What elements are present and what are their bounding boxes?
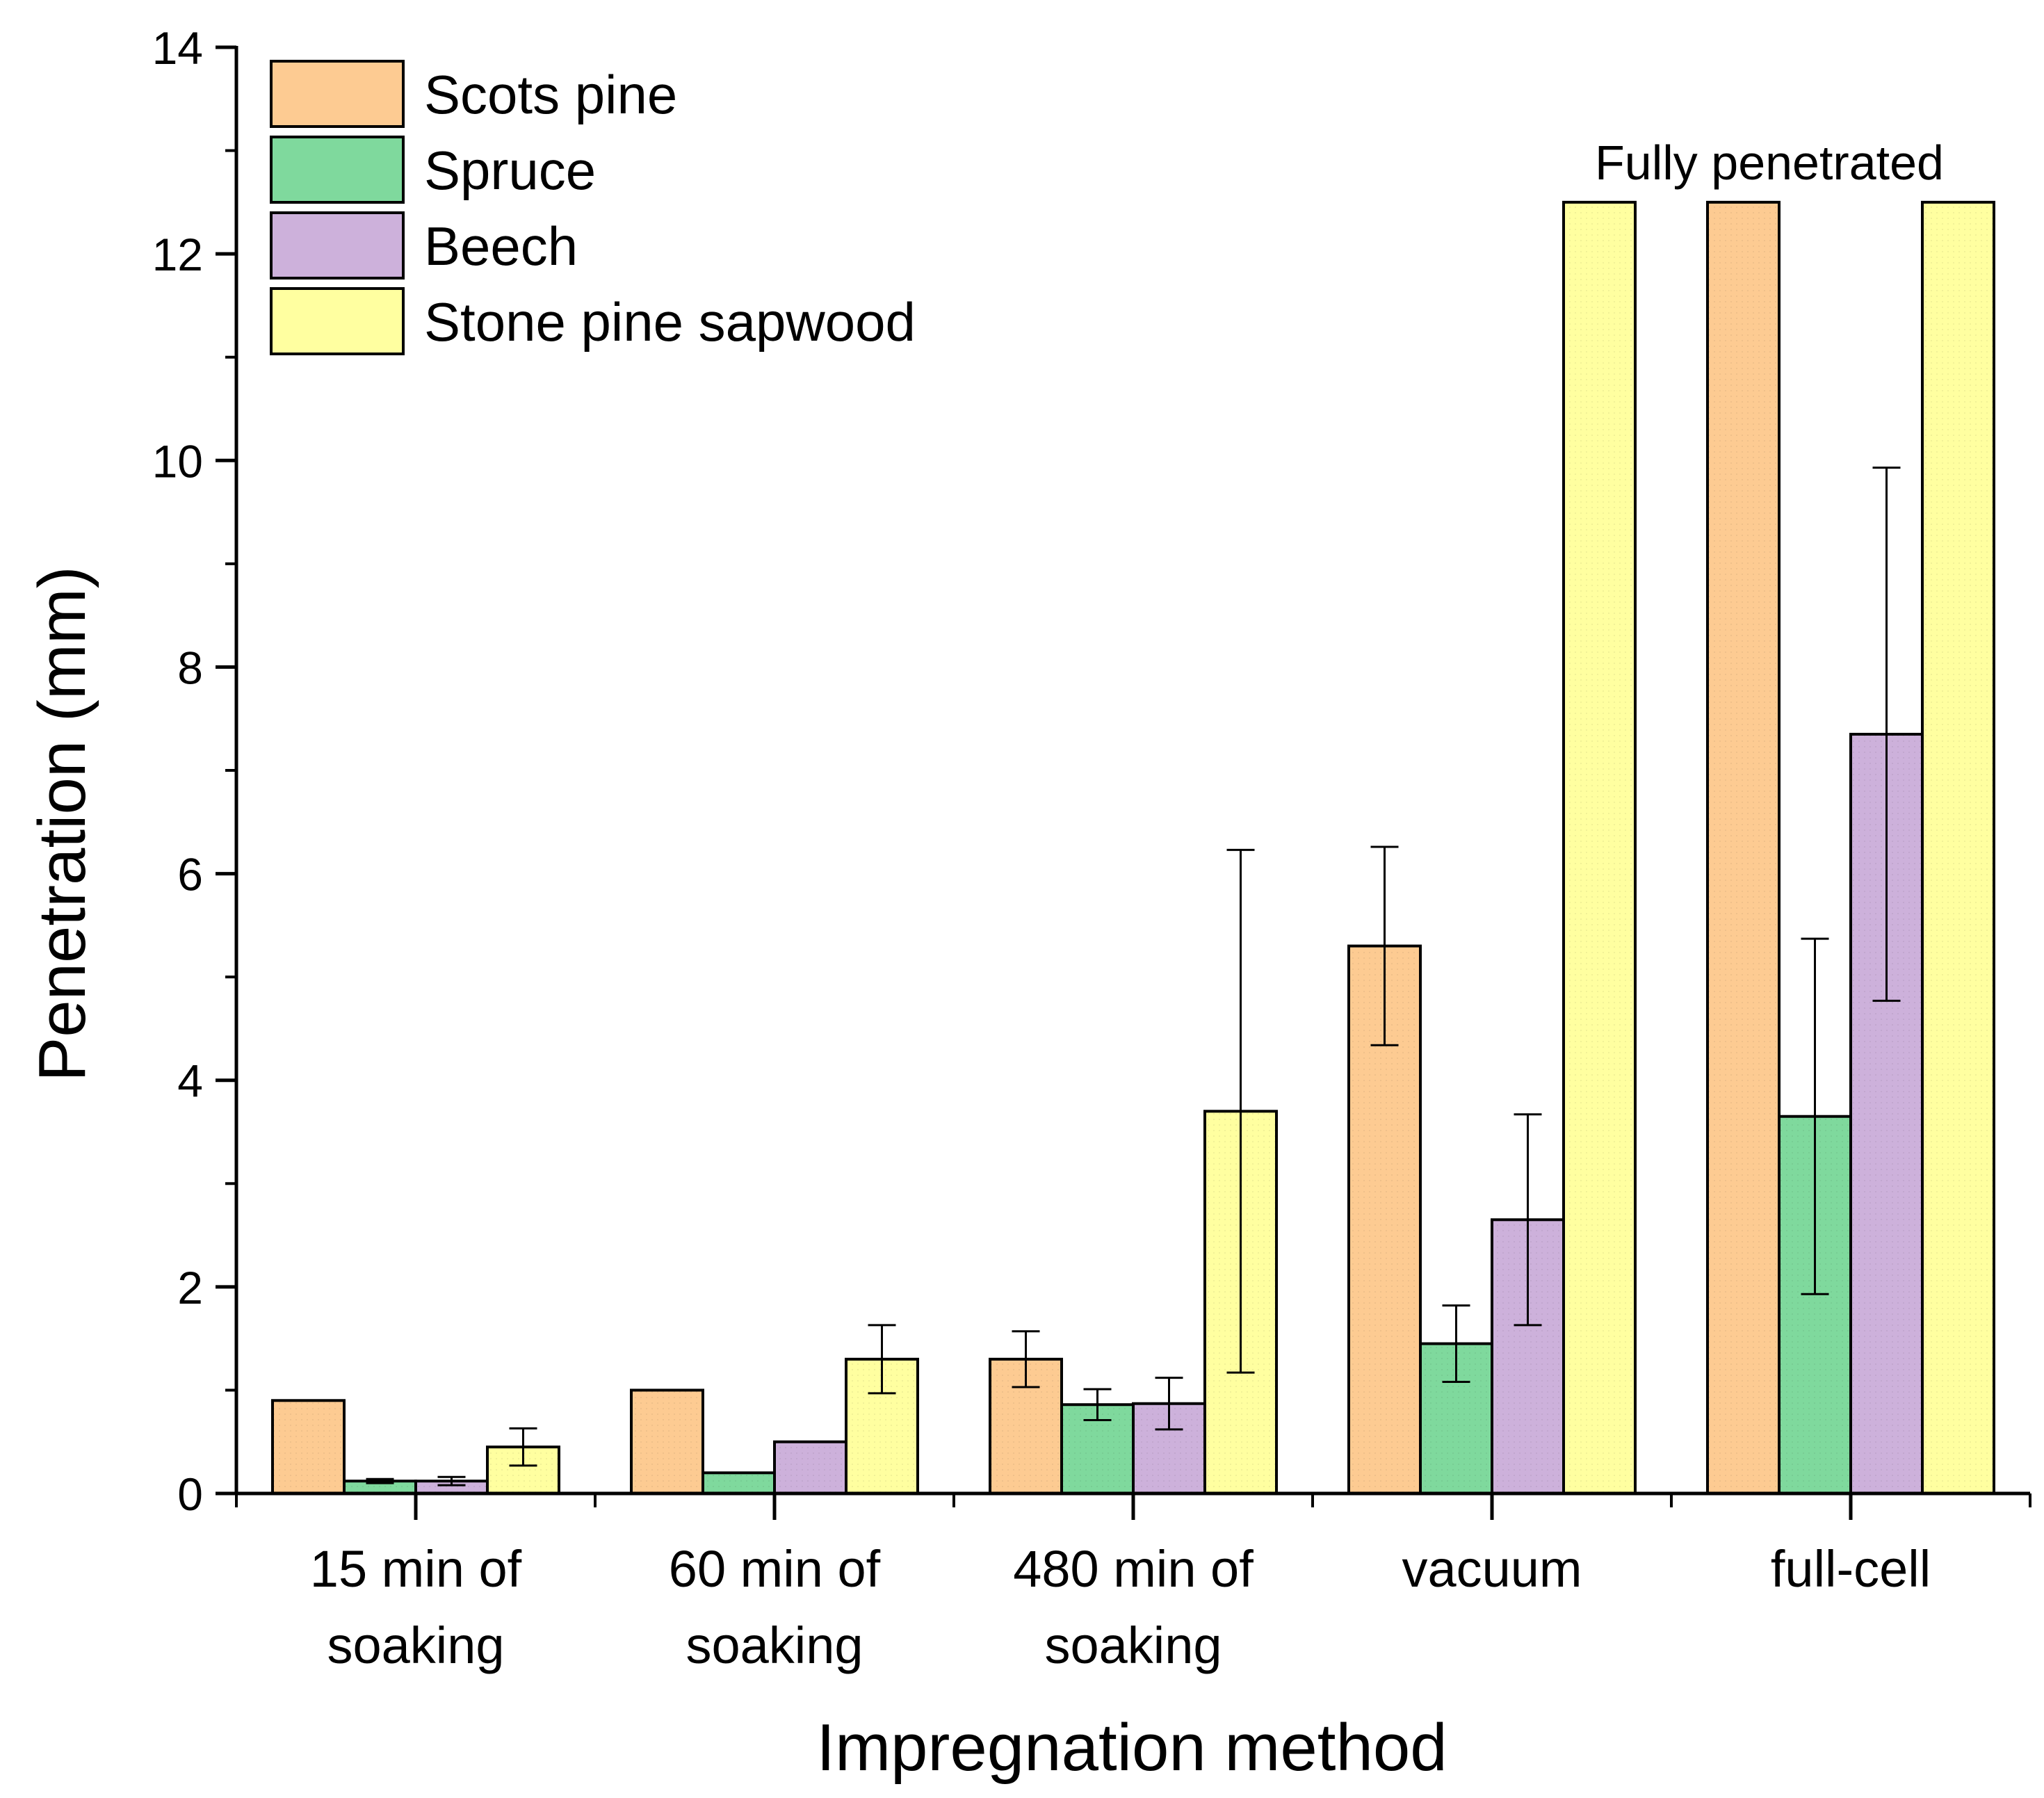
bar-beech-0-texture xyxy=(416,1481,487,1493)
x-tick-label-3-0: vacuum xyxy=(1402,1540,1582,1598)
legend-swatch-spruce xyxy=(270,136,405,204)
y-tick-label-6: 6 xyxy=(177,849,203,900)
y-tick-label-0: 0 xyxy=(177,1468,203,1520)
x-tick-label-1-1: soaking xyxy=(686,1617,863,1674)
bars-layer xyxy=(271,200,1995,1496)
legend-swatch-beech xyxy=(270,211,405,280)
error-bars-layer xyxy=(366,467,1901,1487)
y-tick-label-8: 8 xyxy=(177,642,203,693)
y-axis-title: Penetration (mm) xyxy=(25,566,99,1082)
y-tick-label-14: 14 xyxy=(152,22,203,74)
legend-label-spruce: Spruce xyxy=(424,140,596,201)
legend-swatch-scots-pine xyxy=(270,60,405,128)
x-tick-label-0-1: soaking xyxy=(327,1617,504,1674)
bar-stone-pine-sapwood-4-texture xyxy=(1922,202,1994,1493)
x-tick-label-0-0: 15 min of xyxy=(310,1540,522,1598)
y-tick-label-12: 12 xyxy=(152,229,203,280)
legend-label-beech: Beech xyxy=(424,216,578,277)
bar-spruce-0-texture xyxy=(344,1481,416,1493)
bar-scots-pine-4-texture xyxy=(1708,202,1779,1493)
bar-spruce-1-texture xyxy=(703,1473,774,1493)
x-tick-label-4-0: full-cell xyxy=(1771,1540,1931,1598)
bar-stone-pine-sapwood-3-texture xyxy=(1564,202,1635,1493)
y-tick-label-10: 10 xyxy=(152,435,203,487)
legend-swatch-stone-pine-sapwood xyxy=(270,287,405,355)
legend: Scots pine Spruce Beech Stone pine sapwo… xyxy=(270,60,916,355)
legend-label-scots-pine: Scots pine xyxy=(424,64,677,125)
x-tick-label-1-0: 60 min of xyxy=(669,1540,881,1598)
x-axis-title: Impregnation method xyxy=(816,1710,1447,1785)
bar-beech-1-texture xyxy=(774,1441,846,1493)
bar-scots-pine-1-texture xyxy=(631,1390,703,1493)
fully-penetrated-annotation: Fully penetrated xyxy=(1595,136,1944,190)
y-tick-label-4: 4 xyxy=(177,1055,203,1107)
y-tick-label-2: 2 xyxy=(177,1262,203,1313)
bar-scots-pine-0-texture xyxy=(273,1400,344,1493)
axes-layer: 0 2 4 6 8 10 12 14 15 min of soaking 60 min of soak… xyxy=(152,22,2031,1674)
legend-label-stone-pine-sapwood: Stone pine sapwood xyxy=(424,291,916,353)
x-tick-label-2-1: soaking xyxy=(1044,1617,1222,1674)
x-tick-label-2-0: 480 min of xyxy=(1013,1540,1254,1598)
